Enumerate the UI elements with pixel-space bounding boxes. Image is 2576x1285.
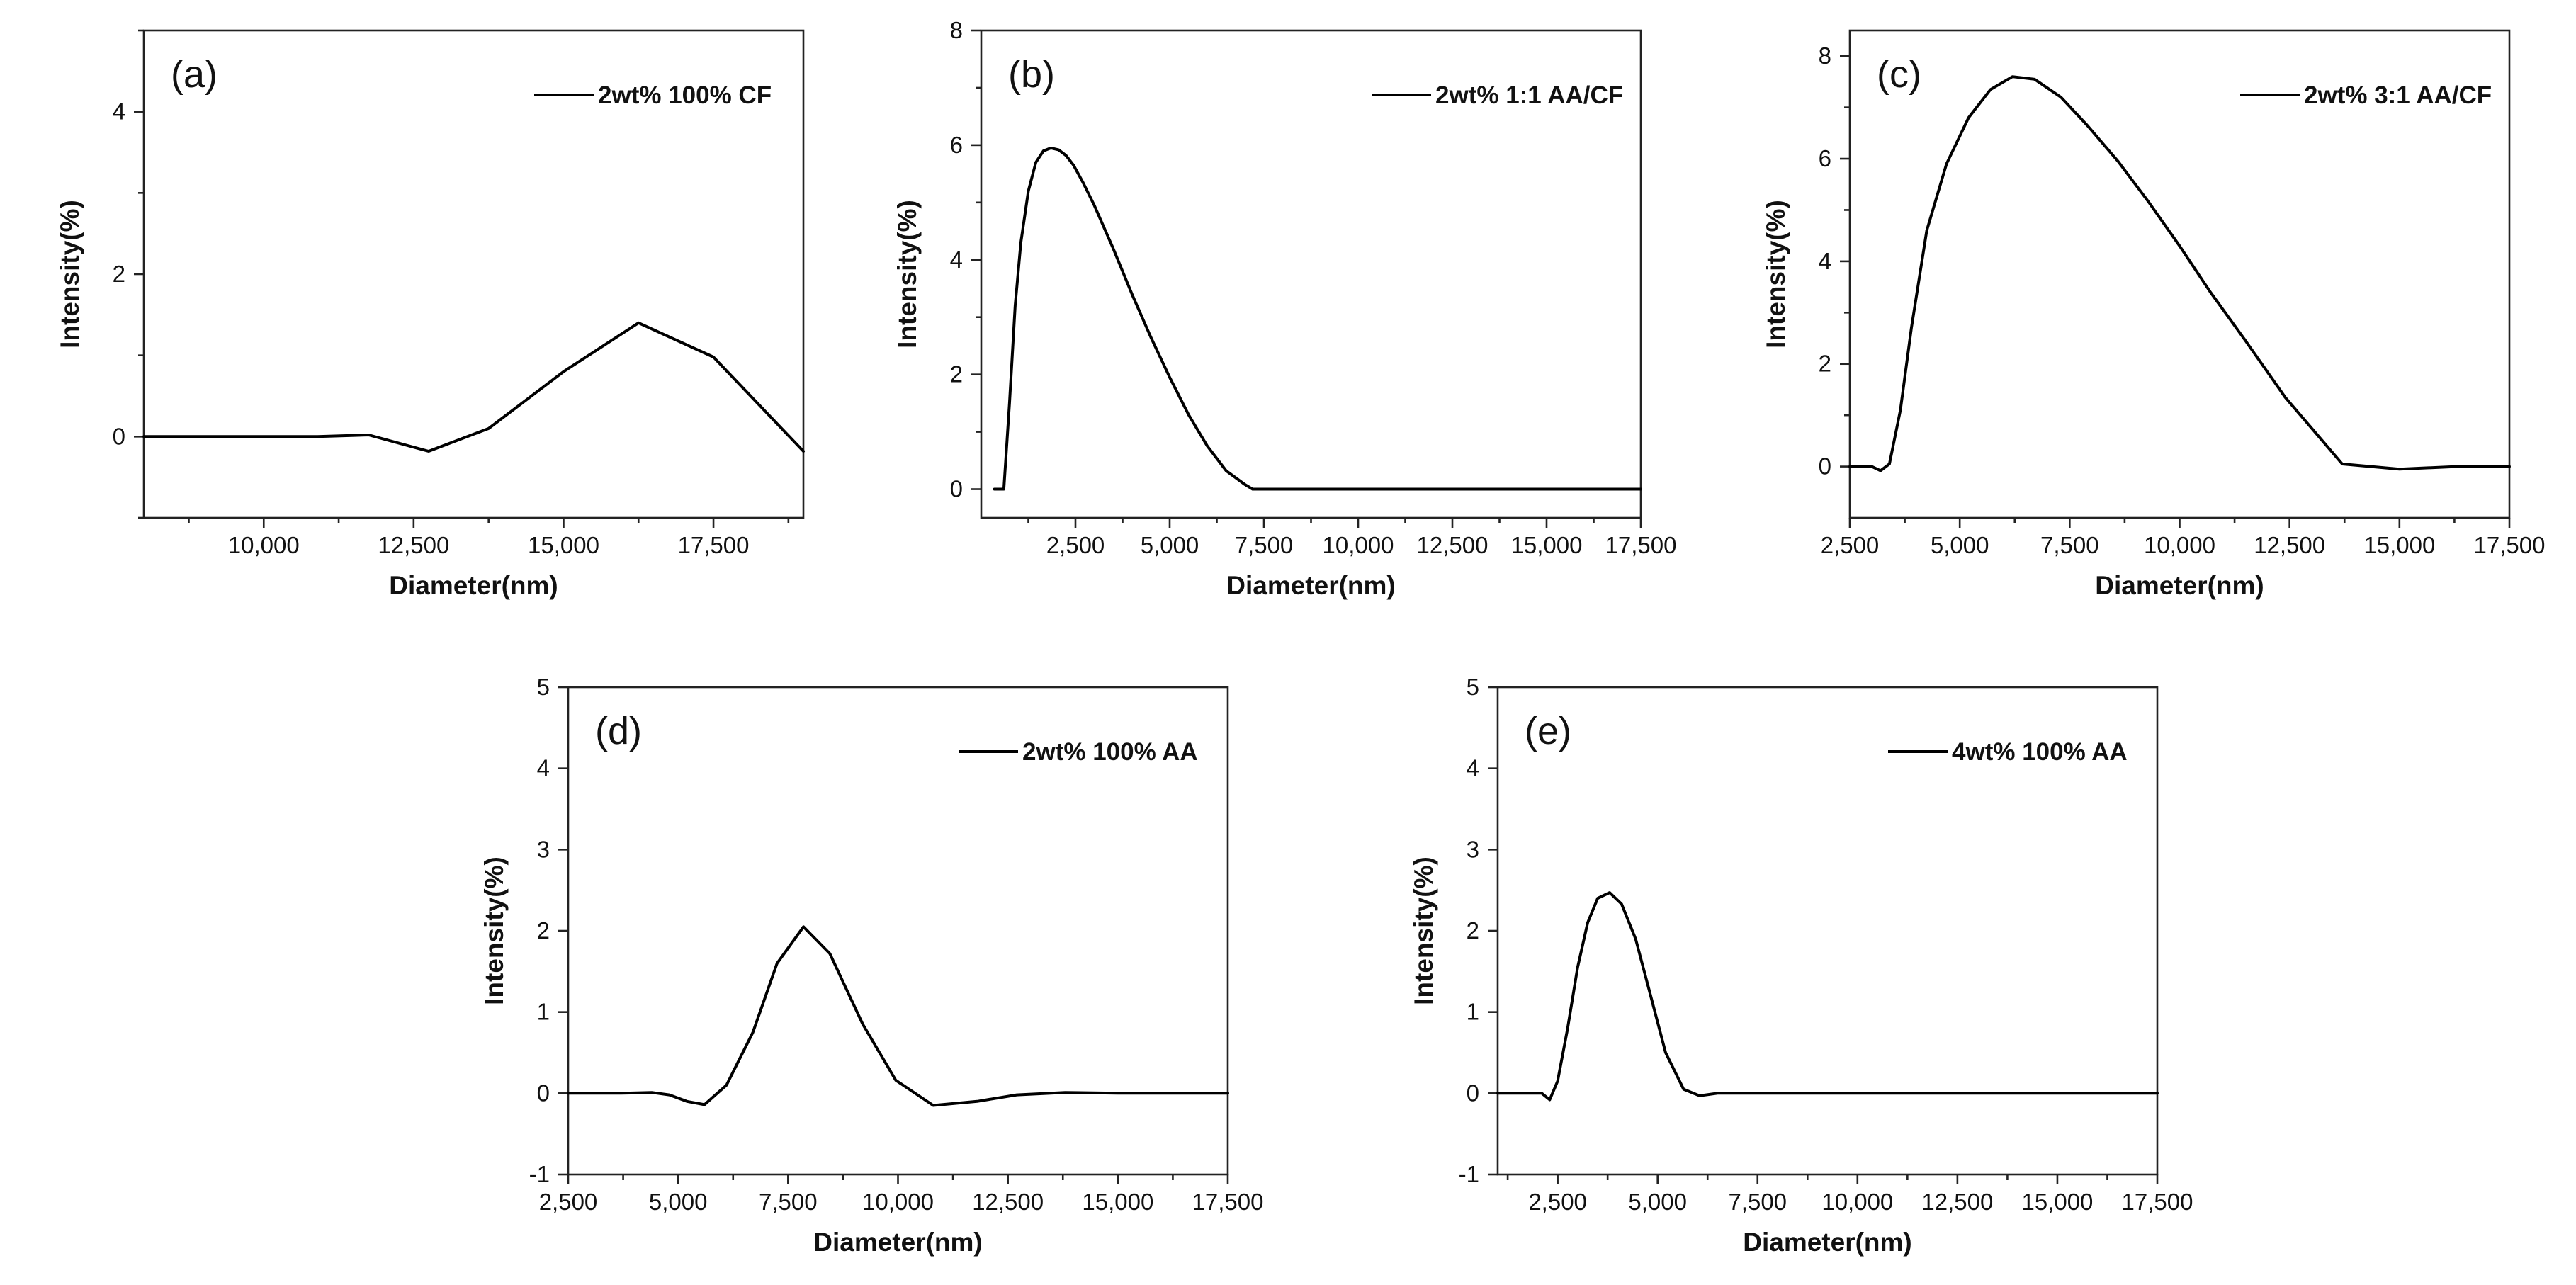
x-tick-label: 10,000	[2144, 532, 2215, 558]
series-line	[993, 146, 1642, 491]
y-tick-label: 1	[537, 999, 550, 1025]
y-tick-label: 4	[1467, 755, 1479, 781]
x-tick-label: 5,000	[649, 1189, 708, 1215]
x-tick-label: 10,000	[1323, 532, 1394, 558]
x-tick-label: 17,500	[1605, 532, 1677, 558]
x-tick-label: 15,000	[1511, 532, 1583, 558]
x-tick-label: 12,500	[1921, 1189, 1993, 1215]
x-tick-label: 2,500	[1821, 532, 1880, 558]
x-tick-label: 15,000	[2363, 532, 2435, 558]
x-tick-label: 10,000	[228, 532, 300, 558]
y-tick-label: 0	[113, 423, 125, 449]
series-line	[567, 925, 1229, 1107]
x-axis-title: Diameter(nm)	[389, 571, 558, 600]
panel-label: (b)	[1008, 53, 1055, 96]
y-tick-label: 3	[1467, 836, 1479, 862]
x-tick-label: 2,500	[1528, 1189, 1587, 1215]
x-tick-label: 7,500	[1728, 1189, 1787, 1215]
chart-panel-e: 2,500 5,000 7,500 10,000 12,500 15,000 17,500 -…	[1409, 674, 2193, 1257]
x-tick-label: 5,000	[1931, 532, 1989, 558]
y-axis-title: Intensity(%)	[480, 856, 509, 1005]
chart-panel-c: 2,500 5,000 7,500 10,000 12,500 15,000 17,500 0…	[1761, 29, 2546, 600]
y-tick-label: 0	[950, 476, 963, 502]
panel-label: (e)	[1525, 710, 1571, 752]
y-tick-label: 4	[113, 98, 125, 125]
x-tick-label: 15,000	[528, 532, 599, 558]
y-tick-label: 2	[1467, 917, 1479, 944]
x-tick-label: 15,000	[1082, 1189, 1153, 1215]
panel-label: (a)	[171, 53, 218, 96]
y-tick-label: -1	[1459, 1161, 1479, 1187]
y-tick-label: 0	[1819, 453, 1831, 480]
y-tick-label: 2	[113, 261, 125, 287]
x-tick-label: 2,500	[539, 1189, 598, 1215]
y-tick-label: 0	[537, 1080, 550, 1106]
y-tick-label: 6	[950, 132, 963, 158]
x-tick-label: 17,500	[1192, 1189, 1264, 1215]
x-tick-label: 7,500	[2040, 532, 2099, 558]
x-tick-label: 12,500	[2254, 532, 2325, 558]
y-tick-label: 6	[1819, 145, 1831, 171]
chart-panel-b: 2,500 5,000 7,500 10,000 12,500 15,000 17,500 0…	[893, 17, 1676, 600]
x-tick-label: 10,000	[1821, 1189, 1893, 1215]
y-tick-label: 4	[950, 247, 963, 273]
y-tick-label: 2	[950, 361, 963, 387]
x-tick-label: 7,500	[759, 1189, 818, 1215]
y-axis-title: Intensity(%)	[55, 200, 84, 349]
y-tick-label: 3	[537, 836, 550, 862]
x-axis-title: Diameter(nm)	[1226, 571, 1396, 600]
x-tick-label: 17,500	[678, 532, 750, 558]
chart-panel-a: 10,000 12,500 15,000 17,500 0 2 4 Diameter(nm) I…	[55, 29, 805, 600]
x-tick-label: 12,500	[972, 1189, 1044, 1215]
x-tick-label: 5,000	[1141, 532, 1199, 558]
y-tick-label: 2	[537, 917, 550, 944]
y-tick-label: 0	[1467, 1080, 1479, 1106]
y-tick-label: 8	[950, 17, 963, 43]
legend-label: 2wt% 100% AA	[1022, 738, 1198, 766]
series-line	[142, 321, 805, 453]
x-axis-title: Diameter(nm)	[813, 1228, 983, 1257]
panel-label: (d)	[595, 710, 642, 752]
chart-panel-d: 2,500 5,000 7,500 10,000 12,500 15,000 17,500 -…	[480, 674, 1263, 1257]
legend-label: 2wt% 100% CF	[598, 81, 772, 109]
x-tick-label: 5,000	[1628, 1189, 1687, 1215]
legend-label: 4wt% 100% AA	[1952, 738, 2128, 766]
x-tick-label: 17,500	[2474, 532, 2546, 558]
y-axis-title: Intensity(%)	[1409, 856, 1438, 1005]
legend-label: 2wt% 1:1 AA/CF	[1435, 81, 1623, 109]
y-tick-label: 2	[1819, 351, 1831, 377]
y-tick-label: 1	[1467, 999, 1479, 1025]
y-axis-title: Intensity(%)	[1761, 200, 1790, 349]
panel-label: (c)	[1877, 53, 1921, 96]
x-tick-label: 12,500	[1417, 532, 1488, 558]
x-axis-title: Diameter(nm)	[2095, 571, 2264, 600]
y-axis-title: Intensity(%)	[893, 200, 922, 349]
x-tick-label: 17,500	[2122, 1189, 2193, 1215]
x-tick-label: 10,000	[862, 1189, 934, 1215]
y-tick-label: -1	[529, 1161, 550, 1187]
y-tick-label: 5	[1467, 674, 1479, 700]
y-tick-label: 4	[1819, 248, 1831, 274]
x-tick-label: 15,000	[2021, 1189, 2093, 1215]
legend-label: 2wt% 3:1 AA/CF	[2304, 81, 2492, 109]
x-axis-title: Diameter(nm)	[1743, 1228, 1912, 1257]
y-tick-label: 8	[1819, 43, 1831, 69]
series-line	[1496, 891, 2159, 1102]
y-tick-label: 5	[537, 674, 550, 700]
y-tick-label: 4	[537, 755, 550, 781]
x-tick-label: 7,500	[1235, 532, 1294, 558]
series-line	[1848, 75, 2511, 472]
x-tick-label: 2,500	[1046, 532, 1105, 558]
x-tick-label: 12,500	[378, 532, 449, 558]
